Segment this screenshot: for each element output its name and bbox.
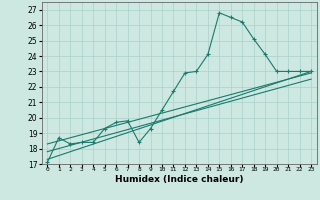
X-axis label: Humidex (Indice chaleur): Humidex (Indice chaleur) [115,175,244,184]
